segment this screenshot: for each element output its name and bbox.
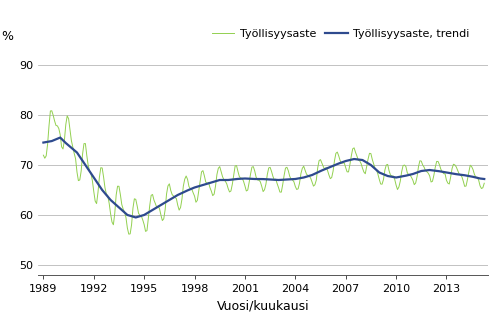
X-axis label: Vuosi/kuukausi: Vuosi/kuukausi <box>217 300 310 313</box>
Työllisyysaste <box>126 232 132 236</box>
Työllisyysaste, trendi <box>61 140 67 144</box>
Työllisyysaste <box>61 138 67 142</box>
Työllisyysaste <box>222 179 228 183</box>
Työllisyysaste, trendi <box>133 216 139 219</box>
Työllisyysaste, trendi <box>481 177 487 181</box>
Työllisyysaste, trendi <box>50 139 56 142</box>
Työllisyysaste, trendi <box>49 139 55 143</box>
Työllisyysaste <box>50 114 56 117</box>
Työllisyysaste, trendi <box>222 178 228 182</box>
Työllisyysaste, trendi <box>41 141 46 144</box>
Legend: Työllisyysaste, Työllisyysaste, trendi: Työllisyysaste, Työllisyysaste, trendi <box>208 24 474 43</box>
Line: Työllisyysaste: Työllisyysaste <box>43 111 484 234</box>
Työllisyysaste, trendi <box>273 178 279 182</box>
Työllisyysaste <box>49 109 55 113</box>
Työllisyysaste <box>481 181 487 185</box>
Työllisyysaste <box>52 119 58 123</box>
Line: Työllisyysaste, trendi: Työllisyysaste, trendi <box>43 138 484 218</box>
Työllisyysaste <box>41 153 46 157</box>
Työllisyysaste <box>273 177 279 181</box>
Työllisyysaste, trendi <box>57 136 63 140</box>
Y-axis label: %: % <box>1 31 13 44</box>
Työllisyysaste, trendi <box>206 181 211 185</box>
Työllisyysaste <box>206 180 211 184</box>
